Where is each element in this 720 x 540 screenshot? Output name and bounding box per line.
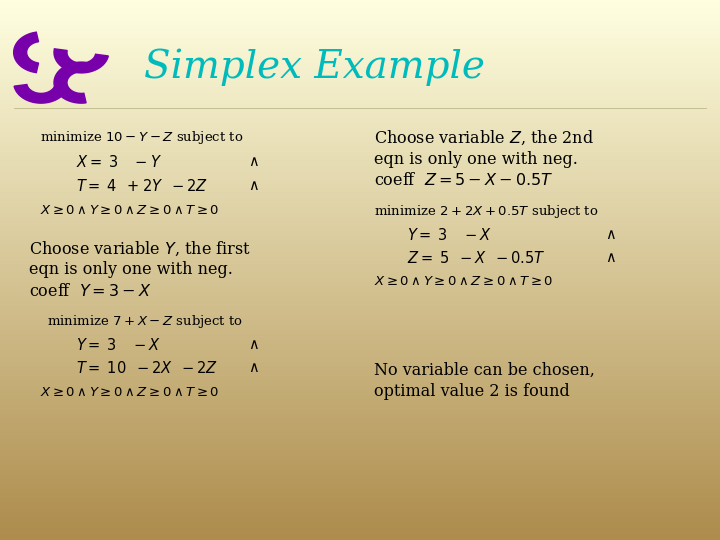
Text: $\wedge$: $\wedge$ — [605, 228, 616, 242]
Text: $\wedge$: $\wedge$ — [248, 338, 259, 352]
Text: $\wedge$: $\wedge$ — [248, 155, 259, 169]
Text: $T =\;10\;\;-2X\;\;-2Z$: $T =\;10\;\;-2X\;\;-2Z$ — [76, 360, 217, 376]
Text: No variable can be chosen,: No variable can be chosen, — [374, 361, 595, 379]
Text: $Y =\;3\quad -X$: $Y =\;3\quad -X$ — [407, 227, 492, 243]
Text: $\wedge$: $\wedge$ — [248, 361, 259, 375]
Text: $X\geq 0\wedge Y\geq 0\wedge Z\geq 0\wedge T\geq 0$: $X\geq 0\wedge Y\geq 0\wedge Z\geq 0\wed… — [374, 275, 554, 288]
Text: eqn is only one with neg.: eqn is only one with neg. — [374, 151, 578, 168]
Polygon shape — [54, 62, 86, 103]
Text: $T =\;4\;\;+2Y\;\;-2Z$: $T =\;4\;\;+2Y\;\;-2Z$ — [76, 178, 207, 194]
Text: Simplex Example: Simplex Example — [144, 49, 485, 86]
Polygon shape — [14, 32, 39, 72]
Text: optimal value 2 is found: optimal value 2 is found — [374, 383, 570, 400]
Text: Choose variable $Z$, the 2nd: Choose variable $Z$, the 2nd — [374, 129, 595, 147]
Text: minimize $7+X-Z$ subject to: minimize $7+X-Z$ subject to — [47, 313, 243, 330]
Text: Choose variable $Y$, the first: Choose variable $Y$, the first — [29, 239, 251, 258]
Text: $X\geq 0\wedge Y\geq 0\wedge Z\geq 0\wedge T\geq 0$: $X\geq 0\wedge Y\geq 0\wedge Z\geq 0\wed… — [40, 204, 219, 217]
Polygon shape — [14, 84, 67, 103]
Text: coeff  $Y = 3-X$: coeff $Y = 3-X$ — [29, 283, 151, 300]
Polygon shape — [54, 49, 108, 73]
Text: $Z =\;5\;\;-X\;\;-0.5T$: $Z =\;5\;\;-X\;\;-0.5T$ — [407, 250, 545, 266]
Text: $\wedge$: $\wedge$ — [605, 251, 616, 265]
Text: $\wedge$: $\wedge$ — [248, 179, 259, 193]
Text: coeff  $Z = 5-X-0.5T$: coeff $Z = 5-X-0.5T$ — [374, 172, 554, 190]
Text: minimize $2+2X+0.5T$ subject to: minimize $2+2X+0.5T$ subject to — [374, 203, 599, 220]
Text: $X =\;3\quad -Y$: $X =\;3\quad -Y$ — [76, 154, 161, 170]
Text: $X\geq 0\wedge Y\geq 0\wedge Z\geq 0\wedge T\geq 0$: $X\geq 0\wedge Y\geq 0\wedge Z\geq 0\wed… — [40, 386, 219, 399]
Text: eqn is only one with neg.: eqn is only one with neg. — [29, 261, 233, 279]
Text: $Y =\;3\quad -X$: $Y =\;3\quad -X$ — [76, 336, 161, 353]
Text: minimize $10-Y-Z$ subject to: minimize $10-Y-Z$ subject to — [40, 129, 243, 146]
